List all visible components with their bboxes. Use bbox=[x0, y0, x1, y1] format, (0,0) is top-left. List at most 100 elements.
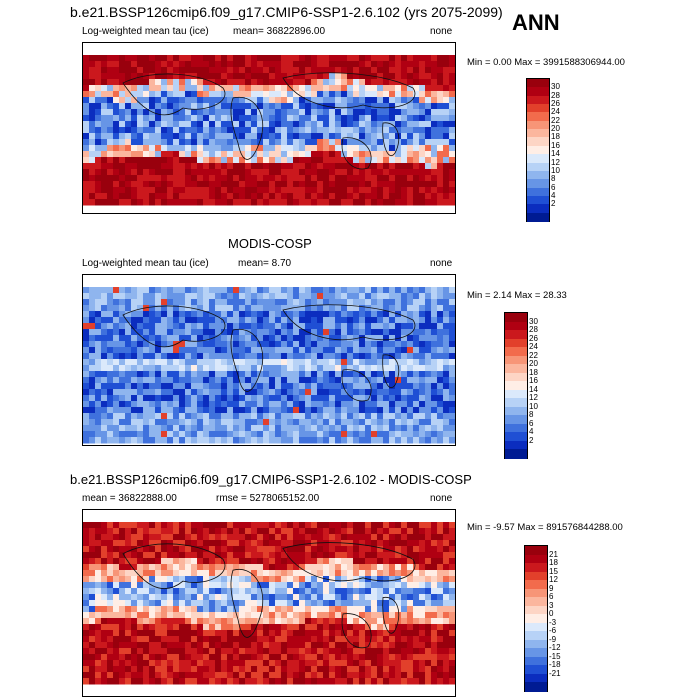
map-cell bbox=[431, 121, 438, 128]
map-cell bbox=[83, 359, 90, 366]
map-cell bbox=[95, 305, 102, 312]
map-cell bbox=[281, 383, 288, 390]
map-cell bbox=[101, 389, 108, 396]
map-cell bbox=[83, 654, 90, 661]
map-cell bbox=[131, 522, 138, 529]
map-cell bbox=[203, 407, 210, 414]
map-cell bbox=[149, 311, 156, 318]
map-cell bbox=[251, 606, 258, 613]
map-cell bbox=[335, 61, 342, 68]
map-cell bbox=[125, 133, 132, 140]
map-cell bbox=[395, 115, 402, 122]
map-cell bbox=[263, 413, 270, 420]
map-cell bbox=[107, 636, 114, 643]
map-cell bbox=[89, 73, 96, 80]
map-cell bbox=[317, 193, 324, 200]
map-cell bbox=[239, 401, 246, 408]
map-cell bbox=[401, 317, 408, 324]
map-cell bbox=[113, 359, 120, 366]
map-cell bbox=[287, 413, 294, 420]
map-cell bbox=[167, 317, 174, 324]
map-cell bbox=[383, 67, 390, 74]
map-cell bbox=[401, 389, 408, 396]
map-cell bbox=[149, 97, 156, 104]
map-cell bbox=[281, 552, 288, 559]
map-cell bbox=[401, 109, 408, 116]
map-cell bbox=[269, 660, 276, 667]
map-cell bbox=[137, 558, 144, 565]
map-cell bbox=[239, 293, 246, 300]
map-cell bbox=[209, 419, 216, 426]
map-cell bbox=[257, 97, 264, 104]
map-cell bbox=[83, 323, 90, 330]
map-cell bbox=[167, 606, 174, 613]
map-cell bbox=[299, 389, 306, 396]
map-cell bbox=[299, 630, 306, 637]
map-cell bbox=[191, 618, 198, 625]
map-cell bbox=[299, 287, 306, 294]
map-cell bbox=[269, 522, 276, 529]
map-cell bbox=[191, 630, 198, 637]
map-cell bbox=[95, 61, 102, 68]
map-cell bbox=[131, 534, 138, 541]
map-cell bbox=[227, 157, 234, 164]
map-cell bbox=[413, 594, 420, 601]
map-cell bbox=[89, 648, 96, 655]
map-cell bbox=[323, 540, 330, 547]
map-cell bbox=[329, 293, 336, 300]
map-cell bbox=[215, 193, 222, 200]
map-cell bbox=[197, 193, 204, 200]
map-cell bbox=[191, 431, 198, 438]
map-cell bbox=[131, 121, 138, 128]
map-cell bbox=[419, 407, 426, 414]
map-cell bbox=[113, 335, 120, 342]
map-cell bbox=[143, 419, 150, 426]
map-cell bbox=[179, 377, 186, 384]
colorbar-tick-label: -21 bbox=[549, 668, 561, 678]
map-cell bbox=[383, 413, 390, 420]
map-cell bbox=[275, 371, 282, 378]
map-cell bbox=[221, 425, 228, 432]
map-cell bbox=[353, 121, 360, 128]
map-cell bbox=[149, 630, 156, 637]
map-cell bbox=[215, 395, 222, 402]
map-cell bbox=[275, 365, 282, 372]
map-cell bbox=[299, 606, 306, 613]
map-cell bbox=[377, 672, 384, 679]
map-cell bbox=[443, 335, 450, 342]
map-cell bbox=[125, 576, 132, 583]
map-cell bbox=[209, 317, 216, 324]
map-cell bbox=[317, 413, 324, 420]
map-cell bbox=[401, 630, 408, 637]
map-cell bbox=[449, 115, 455, 122]
map-cell bbox=[101, 121, 108, 128]
map-cell bbox=[83, 371, 90, 378]
map-cell bbox=[215, 181, 222, 188]
map-cell bbox=[119, 540, 126, 547]
map-cell bbox=[299, 407, 306, 414]
map-cell bbox=[383, 115, 390, 122]
map-cell bbox=[185, 323, 192, 330]
map-cell bbox=[125, 540, 132, 547]
map-cell bbox=[383, 341, 390, 348]
map-cell bbox=[395, 323, 402, 330]
map-cell bbox=[173, 407, 180, 414]
map-cell bbox=[215, 73, 222, 80]
map-cell bbox=[239, 660, 246, 667]
map-cell bbox=[317, 576, 324, 583]
map-cell bbox=[269, 570, 276, 577]
map-cell bbox=[197, 335, 204, 342]
map-cell bbox=[269, 431, 276, 438]
map-cell bbox=[323, 365, 330, 372]
map-cell bbox=[263, 127, 270, 134]
map-cell bbox=[107, 91, 114, 98]
map-cell bbox=[83, 97, 90, 104]
map-cell bbox=[335, 139, 342, 146]
map-cell bbox=[101, 546, 108, 553]
map-cell bbox=[251, 582, 258, 589]
map-cell bbox=[311, 612, 318, 619]
map-cell bbox=[215, 546, 222, 553]
map-cell bbox=[113, 377, 120, 384]
map-cell bbox=[179, 133, 186, 140]
map-cell bbox=[227, 600, 234, 607]
